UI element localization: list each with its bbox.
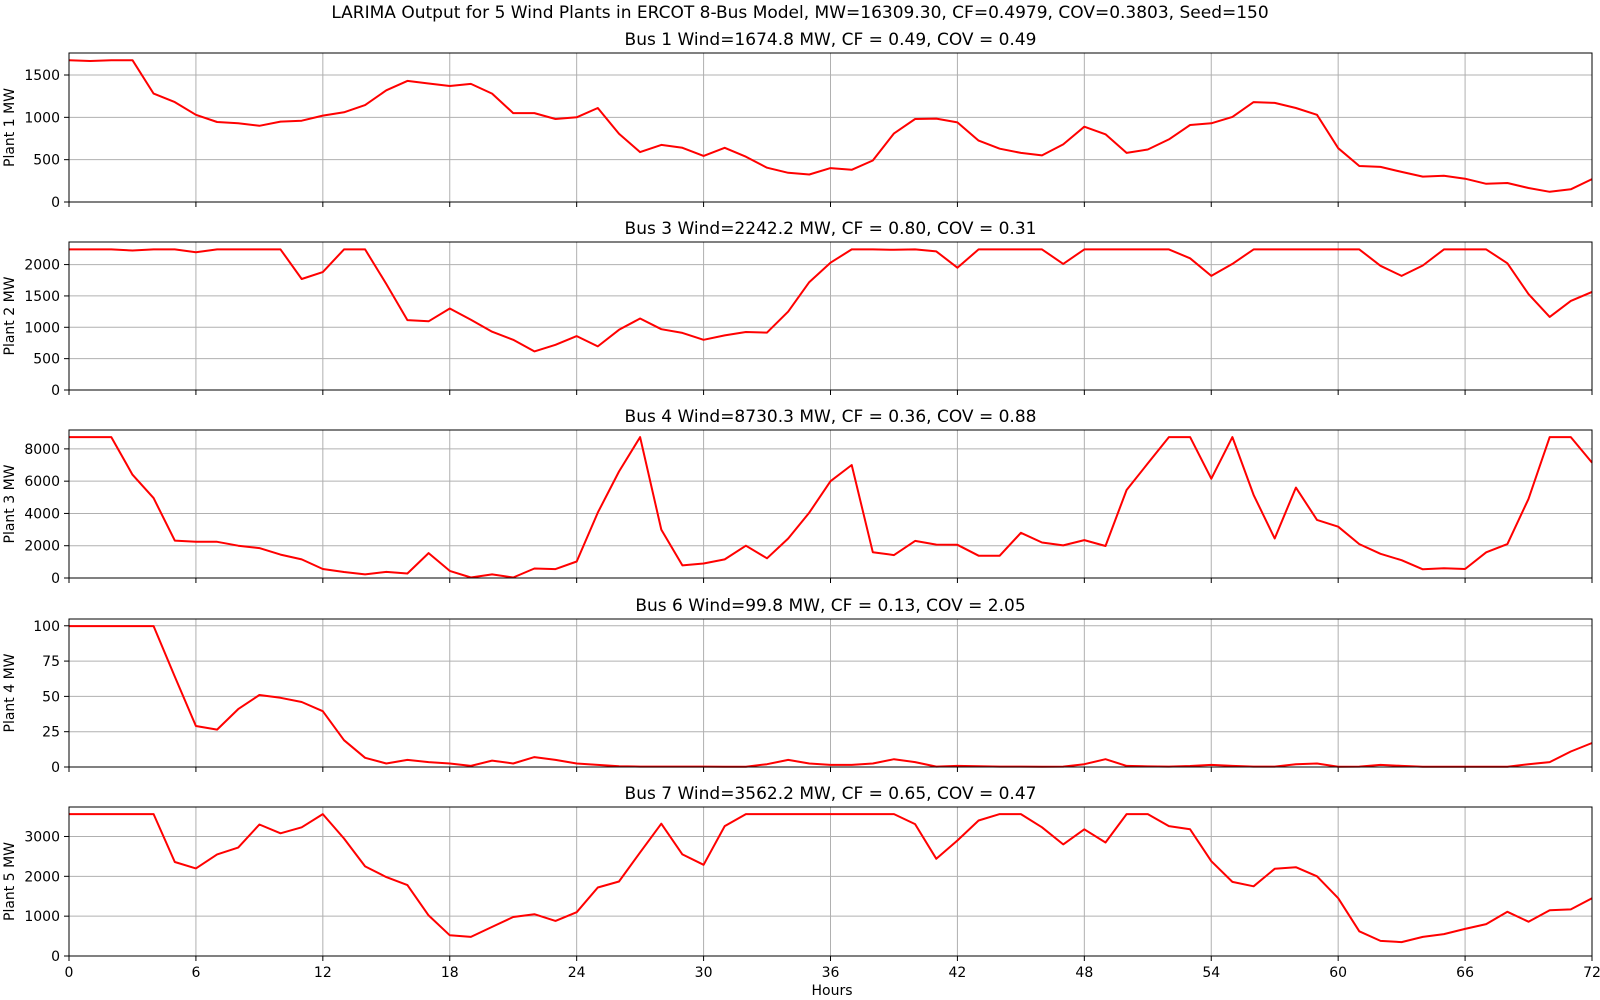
y-tick-label: 4000 (24, 506, 60, 522)
axes-frame (68, 241, 1593, 391)
y-tick-label: 1000 (24, 110, 60, 126)
x-tick-label: 24 (568, 965, 586, 981)
y-tick-label: 1500 (24, 289, 60, 305)
y-axis-label: Plant 2 MW (2, 276, 18, 355)
x-tick-label: 72 (1583, 965, 1600, 981)
y-tick-label: 3000 (24, 829, 60, 845)
subplot-title: Bus 3 Wind=2242.2 MW, CF = 0.80, COV = 0… (625, 219, 1037, 239)
y-tick-label: 500 (33, 153, 60, 169)
y-tick-label: 1000 (24, 320, 60, 336)
x-tick-label: 66 (1456, 965, 1474, 981)
series-line (68, 59, 1593, 193)
y-tick-label: 0 (51, 949, 60, 965)
y-axis-label: Plant 3 MW (2, 464, 18, 543)
subplot-3: Bus 4 Wind=8730.3 MW, CF = 0.36, COV = 0… (2, 407, 1593, 587)
x-tick-label: 42 (949, 965, 967, 981)
y-tick-label: 50 (42, 689, 60, 705)
subplot-4: Bus 6 Wind=99.8 MW, CF = 0.13, COV = 2.0… (2, 596, 1593, 776)
x-tick-label: 30 (695, 965, 713, 981)
subplot-2: Bus 3 Wind=2242.2 MW, CF = 0.80, COV = 0… (2, 219, 1593, 399)
series-line (69, 248, 1593, 353)
y-tick-label: 0 (51, 383, 60, 399)
y-tick-label: 2000 (24, 539, 60, 555)
axes-frame (68, 806, 1593, 957)
y-tick-label: 500 (33, 352, 60, 368)
x-tick-label: 12 (314, 965, 332, 981)
y-tick-label: 100 (33, 619, 60, 635)
x-tick-label: 60 (1329, 965, 1347, 981)
y-axis-label: Plant 1 MW (2, 88, 18, 167)
subplot-title: Bus 7 Wind=3562.2 MW, CF = 0.65, COV = 0… (625, 784, 1037, 804)
x-tick-label: 54 (1202, 965, 1220, 981)
subplot-title: Bus 4 Wind=8730.3 MW, CF = 0.36, COV = 0… (625, 407, 1037, 427)
y-tick-label: 0 (51, 760, 60, 776)
y-tick-label: 1000 (24, 909, 60, 925)
x-tick-label: 6 (191, 965, 200, 981)
x-axis-label: Hours (811, 983, 852, 999)
series-line (69, 436, 1593, 579)
subplot-title: Bus 1 Wind=1674.8 MW, CF = 0.49, COV = 0… (625, 30, 1037, 50)
y-tick-label: 2000 (24, 258, 60, 274)
y-tick-label: 75 (42, 654, 60, 670)
series-line (69, 813, 1593, 944)
axes-frame (68, 52, 1593, 203)
y-tick-label: 6000 (24, 474, 60, 490)
subplot-title: Bus 6 Wind=99.8 MW, CF = 0.13, COV = 2.0… (635, 596, 1025, 616)
axes-frame (68, 429, 1593, 579)
subplot-1: Bus 1 Wind=1674.8 MW, CF = 0.49, COV = 0… (2, 30, 1593, 211)
y-axis-label: Plant 5 MW (2, 842, 18, 921)
figure-suptitle: LARIMA Output for 5 Wind Plants in ERCOT… (331, 3, 1268, 23)
y-tick-label: 1500 (24, 68, 60, 84)
y-tick-label: 0 (51, 195, 60, 211)
y-tick-label: 25 (42, 725, 60, 741)
x-tick-label: 18 (441, 965, 459, 981)
subplot-5: Bus 7 Wind=3562.2 MW, CF = 0.65, COV = 0… (2, 784, 1600, 981)
x-tick-label: 48 (1075, 965, 1093, 981)
subplots: Bus 1 Wind=1674.8 MW, CF = 0.49, COV = 0… (2, 30, 1600, 981)
y-tick-label: 8000 (24, 442, 60, 458)
x-tick-label: 36 (822, 965, 840, 981)
y-axis-label: Plant 4 MW (2, 653, 18, 732)
y-tick-label: 2000 (24, 869, 60, 885)
x-tick-label: 0 (65, 965, 74, 981)
y-tick-label: 0 (51, 571, 60, 587)
axes-frame (68, 618, 1593, 768)
